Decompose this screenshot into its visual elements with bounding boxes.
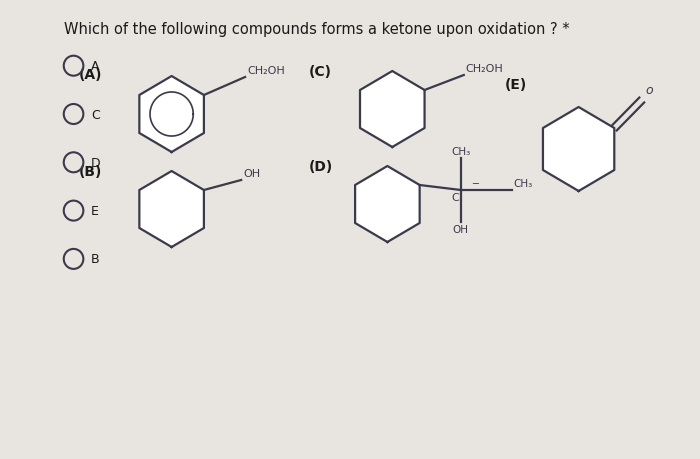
- Text: OH: OH: [453, 224, 469, 235]
- Text: (E): (E): [505, 78, 527, 92]
- Text: CH₂OH: CH₂OH: [466, 64, 503, 74]
- Polygon shape: [360, 72, 425, 148]
- Text: C: C: [451, 193, 459, 202]
- Polygon shape: [355, 167, 420, 242]
- Text: E: E: [91, 205, 99, 218]
- Text: (B): (B): [78, 165, 102, 179]
- Text: Which of the following compounds forms a ketone upon oxidation ? *: Which of the following compounds forms a…: [64, 22, 569, 37]
- Text: ─: ─: [473, 179, 479, 189]
- Text: OH: OH: [243, 168, 260, 179]
- Text: CH₃: CH₃: [514, 179, 533, 189]
- Text: (A): (A): [78, 68, 102, 82]
- Polygon shape: [139, 77, 204, 153]
- Text: CH₃: CH₃: [452, 147, 470, 157]
- Text: (D): (D): [309, 160, 333, 174]
- Text: CH₂OH: CH₂OH: [247, 66, 285, 76]
- Text: (C): (C): [309, 65, 332, 79]
- Polygon shape: [139, 172, 204, 247]
- Text: C: C: [91, 108, 100, 121]
- Polygon shape: [543, 108, 615, 191]
- Text: B: B: [91, 253, 100, 266]
- Text: A: A: [91, 60, 99, 73]
- Text: D: D: [91, 157, 101, 169]
- Text: o: o: [645, 84, 653, 97]
